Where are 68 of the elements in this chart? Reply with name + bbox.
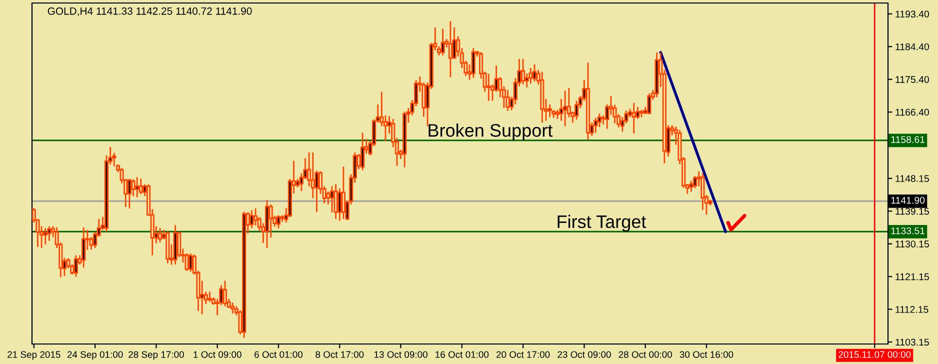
y-tick-label: 1193.40 — [896, 10, 929, 18]
x-tick-label: 8 Oct 17:00 — [316, 351, 364, 358]
candlestick — [208, 290, 212, 303]
candlestick — [158, 227, 162, 243]
x-tick-label: 23 Oct 09:00 — [558, 351, 611, 358]
y-tick-label: 1103.15 — [896, 338, 929, 346]
ref-line-label: 1158.61 — [891, 136, 925, 143]
annotation: Broken Support — [428, 124, 553, 140]
candlestick — [532, 64, 537, 82]
candlestick — [135, 176, 140, 198]
candlestick — [47, 226, 52, 242]
candlestick — [647, 92, 652, 115]
candlestick — [222, 280, 228, 307]
candlestick — [440, 28, 445, 56]
y-tick-label: 1148.15 — [896, 175, 929, 182]
candlestick — [563, 90, 568, 127]
y-tick-label: 1130.15 — [896, 240, 929, 248]
candlestick — [692, 175, 698, 189]
candlestick — [574, 100, 579, 120]
candlestick — [700, 172, 705, 211]
candlestick — [471, 47, 476, 79]
candlestick — [506, 89, 510, 112]
annotation: First Target — [558, 214, 646, 232]
candlestick — [268, 204, 273, 238]
y-tick-label: 1139.15 — [896, 208, 929, 215]
candlestick — [326, 190, 330, 206]
candlestick — [521, 58, 526, 86]
y-tick-label: 1121.15 — [896, 273, 929, 280]
candlestick — [82, 226, 86, 268]
candlestick — [360, 132, 365, 171]
x-tick-label: 6 Oct 01:00 — [254, 351, 303, 358]
candlestick — [338, 188, 342, 222]
candlestick — [528, 67, 533, 84]
candlestick — [330, 186, 334, 214]
chart-title: GOLD,H4 1141.33 1142.25 1140.72 1141.90 — [48, 7, 252, 16]
candlestick — [632, 102, 636, 134]
candlestick — [230, 302, 235, 314]
y-tick-label: 1184.40 — [896, 43, 929, 50]
candlestick — [74, 254, 78, 278]
candlestick — [138, 178, 143, 195]
x-tick-label: 28 Sep 17:00 — [128, 351, 184, 360]
ref-line-label: 1133.51 — [891, 227, 925, 234]
x-tick-label: 28 Oct 00:00 — [618, 351, 672, 358]
x-tick-label: 21 Sep 2015 — [8, 351, 60, 360]
candlestick — [341, 166, 346, 220]
candlestick — [131, 178, 136, 197]
candlestick — [184, 252, 189, 272]
x-tick-label: 20 Oct 17:00 — [496, 351, 550, 358]
x-tick-label: 30 Oct 16:00 — [680, 351, 734, 358]
x-tick-label: 16 Oct 01:00 — [436, 351, 489, 358]
x-tick-label: 2015.11.07 00:00 — [838, 351, 911, 358]
x-tick-label: 13 Oct 09:00 — [374, 351, 428, 358]
candlestick — [310, 152, 315, 199]
candlestick — [594, 117, 598, 134]
candlestick — [43, 227, 48, 246]
x-tick-label: 1 Oct 09:00 — [194, 351, 242, 358]
candlestick — [254, 208, 258, 226]
candlestick — [486, 73, 491, 102]
y-tick-label: 1166.40 — [896, 108, 929, 116]
candlestick — [689, 180, 694, 192]
candlestick — [250, 210, 254, 229]
candlestick — [188, 252, 193, 272]
y-tick-label: 1175.40 — [896, 76, 929, 83]
x-tick-label: 24 Sep 01:00 — [67, 351, 123, 360]
candlestick — [127, 178, 132, 210]
candlestick — [276, 214, 281, 230]
y-tick-label: 1112.15 — [896, 306, 928, 313]
ref-line-label: 1141.90 — [891, 196, 925, 204]
